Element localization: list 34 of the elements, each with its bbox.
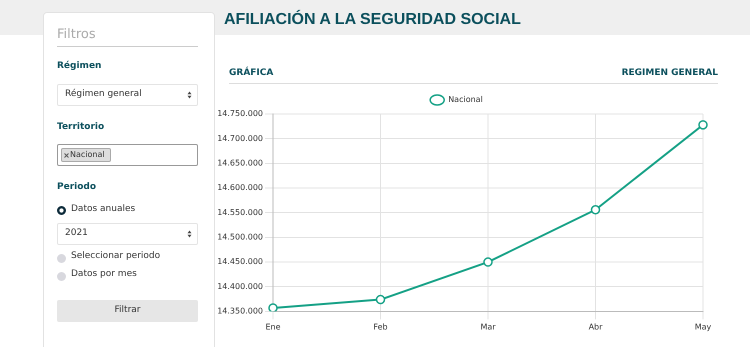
text: 2021 <box>65 228 88 238</box>
text: Datos por mes <box>71 269 137 279</box>
point <box>376 294 386 304</box>
text: Nacional <box>70 150 105 159</box>
text: Régimen <box>57 61 102 71</box>
text: Periodo <box>57 182 96 192</box>
y-tick-label: 14.400.000 <box>217 282 263 291</box>
chart-subtitle: GRÁFICA <box>229 68 274 78</box>
point <box>268 303 278 312</box>
text: REGIMEN GENERAL <box>622 68 718 78</box>
x-tick-label: Ene <box>265 322 281 332</box>
point <box>590 204 600 214</box>
text: Régimen general <box>65 89 142 99</box>
point <box>483 257 493 267</box>
chart-title: AFILIACIÓN A LA SEGURIDAD SOCIAL <box>224 11 521 29</box>
text: Filtros <box>57 27 96 42</box>
y-tick-label: 14.350.000 <box>217 306 263 316</box>
text: Datos anuales <box>71 204 136 214</box>
y-tick-label: 14.600.000 <box>217 183 263 192</box>
x-tick-label: Feb <box>373 322 388 332</box>
point <box>698 120 708 130</box>
y-tick-label: 14.500.000 <box>217 232 263 242</box>
legend-label: Nacional <box>448 95 483 104</box>
text: Seleccionar periodo <box>71 251 160 261</box>
y-tick-label: 14.700.000 <box>217 134 263 143</box>
x-tick-label: Mar <box>480 322 496 332</box>
text: Territorio <box>57 122 104 132</box>
y-tick-label: 14.750.000 <box>217 109 263 118</box>
y-tick-label: 14.650.000 <box>217 158 263 168</box>
y-tick-label: 14.550.000 <box>217 208 263 217</box>
x-tick-label: Abr <box>588 322 604 332</box>
x-tick-label: May <box>694 322 712 332</box>
y-tick-label: 14.450.000 <box>217 257 263 266</box>
text: Filtrar <box>114 305 142 315</box>
